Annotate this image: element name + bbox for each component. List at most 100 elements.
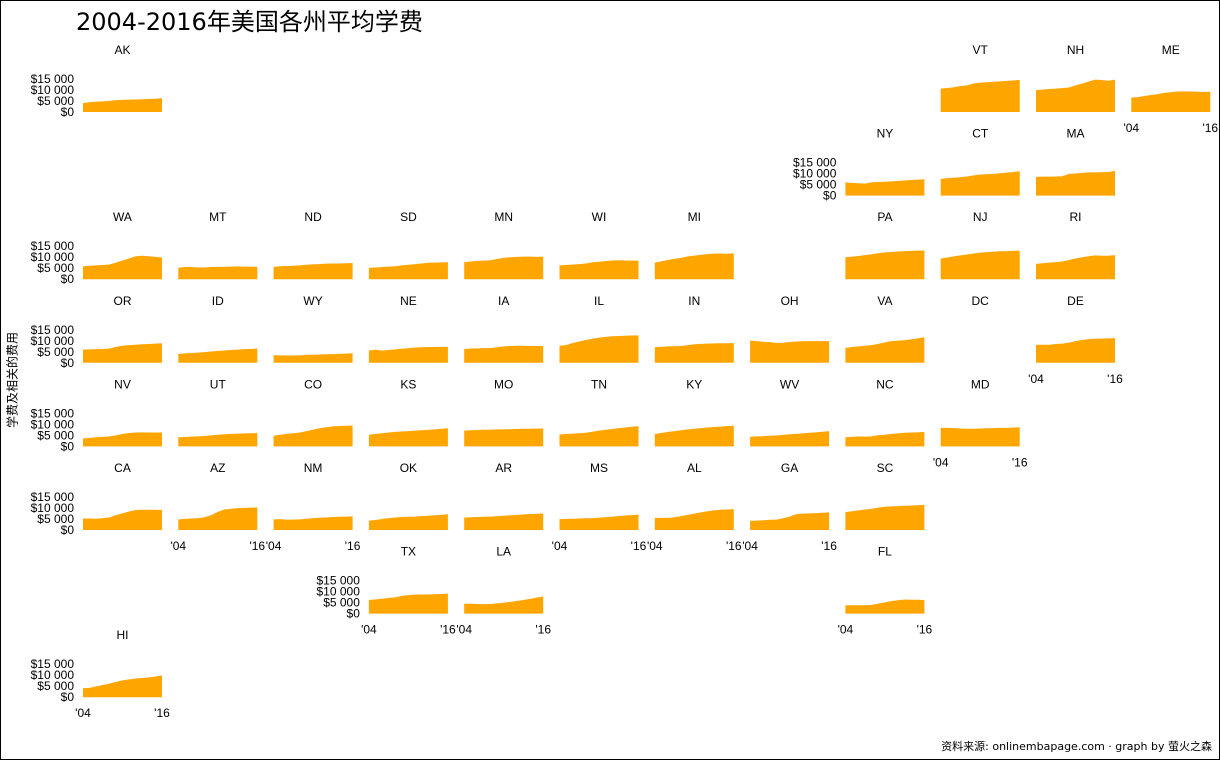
- x-tick-label: '16: [154, 706, 170, 720]
- x-tick-label: '16: [249, 539, 265, 553]
- x-tick-label: '04: [1123, 121, 1139, 135]
- state-label-al: AL: [687, 461, 702, 475]
- area-mn: [464, 256, 544, 280]
- area-ct: [940, 171, 1020, 196]
- panel-wy: [273, 353, 353, 363]
- area-mt: [178, 266, 258, 280]
- area-ky: [654, 425, 734, 447]
- area-ut: [178, 432, 258, 447]
- area-ri: [1036, 255, 1115, 280]
- panel-wv: [750, 431, 830, 447]
- y-tick-label: $0: [61, 523, 75, 537]
- area-nh: [1036, 79, 1115, 112]
- state-label-nv: NV: [114, 377, 131, 391]
- panel-ne: [368, 346, 448, 363]
- state-label-hi: HI: [117, 628, 129, 642]
- y-tick-label: $15 000: [31, 72, 75, 86]
- state-label-nm: NM: [304, 461, 323, 475]
- state-label-tx: TX: [401, 545, 416, 559]
- panel-ia: [464, 345, 544, 363]
- state-label-ma: MA: [1067, 127, 1085, 141]
- state-label-ks: KS: [400, 377, 416, 391]
- area-ma: [1036, 170, 1115, 196]
- y-tick-label: $15 000: [31, 323, 75, 337]
- area-wv: [750, 431, 830, 447]
- panel-ok: [368, 514, 448, 530]
- state-label-ga: GA: [781, 461, 798, 475]
- panel-in: [654, 343, 734, 363]
- area-co: [273, 425, 353, 447]
- state-label-oh: OH: [781, 294, 799, 308]
- area-mo: [464, 428, 544, 447]
- y-tick-label: $0: [61, 690, 75, 704]
- area-wy: [273, 353, 353, 363]
- area-ne: [368, 346, 448, 363]
- area-ga: [750, 512, 830, 530]
- area-il: [559, 335, 639, 363]
- x-tick-label: '04: [456, 623, 472, 637]
- y-tick-label: $0: [347, 607, 361, 621]
- state-label-mo: MO: [494, 377, 513, 391]
- state-label-ri: RI: [1070, 210, 1082, 224]
- state-label-vt: VT: [973, 43, 989, 57]
- panel-me: [1131, 91, 1211, 112]
- state-label-mn: MN: [494, 210, 513, 224]
- area-or: [83, 343, 162, 363]
- panel-nh: [1036, 79, 1115, 112]
- state-label-wy: WY: [303, 294, 322, 308]
- area-ak: [83, 98, 162, 112]
- x-tick-label: '16: [1107, 372, 1123, 386]
- area-vt: [940, 79, 1020, 112]
- panel-fl: [845, 599, 925, 614]
- x-tick-label: '16: [917, 623, 933, 637]
- panel-ut: [178, 432, 258, 447]
- y-tick-label: $15 000: [317, 574, 361, 588]
- state-label-me: ME: [1162, 43, 1180, 57]
- area-nm: [273, 516, 353, 530]
- state-label-il: IL: [594, 294, 604, 308]
- panel-md: [940, 427, 1020, 447]
- area-la: [464, 596, 544, 614]
- panel-vt: [940, 79, 1020, 112]
- state-label-mi: MI: [688, 210, 701, 224]
- state-label-va: VA: [877, 294, 892, 308]
- panel-il: [559, 335, 639, 363]
- area-tx: [368, 593, 448, 614]
- x-tick-label: '16: [535, 623, 551, 637]
- area-wa: [83, 255, 162, 280]
- area-va: [845, 337, 925, 363]
- panel-tn: [559, 426, 639, 447]
- panel-sc: [845, 504, 925, 530]
- y-tick-label: $0: [823, 189, 837, 203]
- panel-ky: [654, 425, 734, 447]
- y-tick-label: $0: [61, 105, 75, 119]
- panel-mn: [464, 256, 544, 280]
- state-label-nc: NC: [876, 377, 894, 391]
- x-tick-label: '16: [1202, 121, 1218, 135]
- area-al: [654, 509, 734, 530]
- panel-de: [1036, 338, 1115, 363]
- state-label-ut: UT: [210, 377, 227, 391]
- y-tick-label: $10 000: [31, 668, 75, 682]
- area-pa: [845, 250, 925, 280]
- panel-nj: [940, 250, 1020, 280]
- state-label-md: MD: [971, 377, 990, 391]
- state-label-wa: WA: [113, 210, 132, 224]
- x-tick-label: '16: [726, 539, 742, 553]
- state-label-wi: WI: [592, 210, 607, 224]
- y-tick-label: $5 000: [37, 512, 74, 526]
- x-tick-label: '04: [266, 539, 282, 553]
- y-tick-label: $15 000: [31, 490, 75, 504]
- panel-mi: [654, 253, 734, 280]
- y-tick-label: $15 000: [31, 239, 75, 253]
- state-label-ct: CT: [972, 127, 989, 141]
- state-label-ms: MS: [590, 461, 608, 475]
- caption: 资料来源: onlinembapage.com · graph by 萤火之森: [941, 740, 1212, 753]
- y-tick-label: $10 000: [31, 334, 75, 348]
- state-label-wv: WV: [780, 377, 799, 391]
- y-tick-label: $10 000: [31, 417, 75, 431]
- x-tick-label: '04: [647, 539, 663, 553]
- panel-ct: [940, 171, 1020, 196]
- panel-tx: [368, 593, 448, 614]
- x-tick-label: '04: [838, 623, 854, 637]
